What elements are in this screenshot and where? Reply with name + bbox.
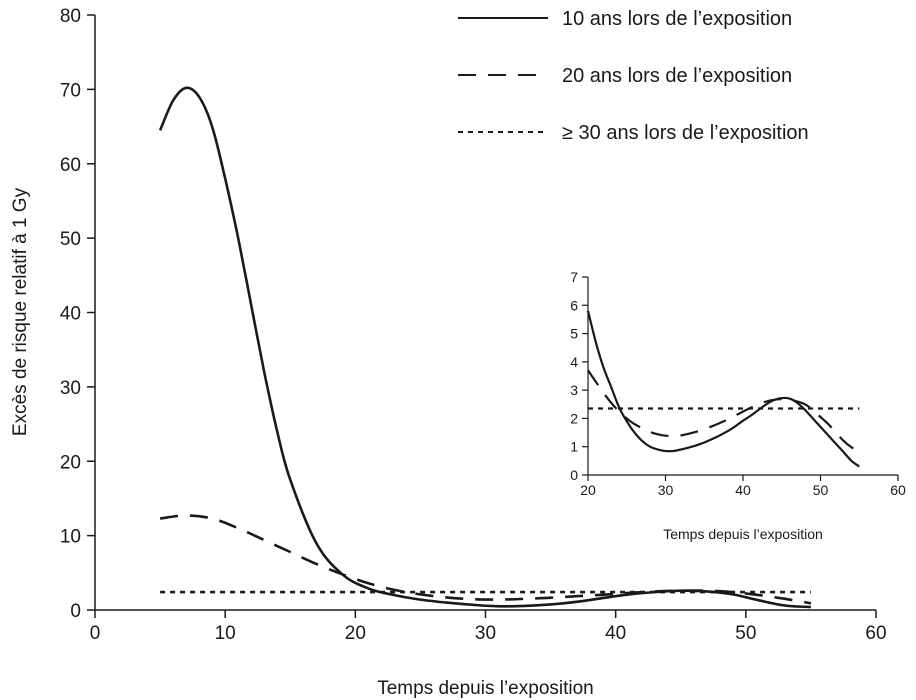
inset-x-tick-label: 40	[735, 482, 751, 498]
inset-y-tick-label: 4	[570, 354, 578, 370]
main-y-axis-label: Excès de risque relatif à 1 Gy	[10, 187, 31, 436]
legend-item-dotted: ≥ 30 ans lors de l’exposition	[458, 122, 809, 144]
legend: 10 ans lors de l’exposition 20 ans lors …	[458, 8, 809, 144]
inset-y-tick-label: 5	[570, 326, 578, 342]
inset-x-tick-label: 50	[813, 482, 829, 498]
main-x-tick-label: 20	[345, 623, 366, 644]
legend-item-solid: 10 ans lors de l’exposition	[458, 8, 792, 30]
main-y-ticks: 0 10 20 30 40 50 60 70 80	[60, 6, 95, 622]
main-y-tick-label: 70	[60, 80, 81, 101]
inset-x-tick-label: 20	[580, 482, 596, 498]
main-y-tick-label: 0	[70, 601, 81, 622]
legend-item-dashed: 20 ans lors de l’exposition	[458, 65, 792, 87]
main-x-axis-label: Temps depuis l’exposition	[377, 678, 594, 699]
main-series-group	[158, 86, 812, 609]
main-x-tick-label: 0	[90, 623, 101, 644]
inset-y-ticks: 0 1 2 3 4 5 6 7	[570, 269, 588, 483]
legend-label-dashed: 20 ans lors de l’exposition	[562, 65, 792, 87]
main-series-line-solid	[158, 86, 811, 609]
legend-label-solid: 10 ans lors de l’exposition	[562, 8, 792, 30]
inset-series-line-solid	[586, 310, 860, 468]
inset-y-tick-label: 1	[570, 439, 578, 455]
main-series-line-dashed	[159, 514, 812, 605]
main-y-tick-label: 50	[60, 229, 81, 250]
main-y-tick-label: 40	[60, 304, 81, 325]
inset-x-tick-label: 30	[658, 482, 674, 498]
inset-x-ticks: 20 30 40 50 60	[580, 475, 906, 498]
legend-label-dotted: ≥ 30 ans lors de l’exposition	[562, 122, 809, 144]
main-y-tick-label: 30	[60, 378, 81, 399]
main-y-tick-label: 20	[60, 452, 81, 473]
inset-x-axis-label: Temps depuis l’exposition	[663, 526, 823, 542]
inset-series-line-dashed	[587, 369, 860, 452]
inset-y-tick-label: 2	[570, 410, 578, 426]
inset-y-tick-label: 6	[570, 297, 578, 313]
main-y-tick-label: 80	[60, 6, 81, 27]
inset-panel: 20 30 40 50 60 0 1 2 3 4 5 6 7 Temps depuis l’expos…	[570, 269, 906, 542]
main-y-tick-label: 60	[60, 155, 81, 176]
main-x-tick-label: 10	[215, 623, 236, 644]
inset-series-group	[586, 310, 860, 468]
inset-y-tick-label: 0	[570, 467, 578, 483]
inset-y-tick-label: 7	[570, 269, 578, 285]
main-x-tick-label: 30	[475, 623, 496, 644]
inset-x-tick-label: 60	[890, 482, 906, 498]
main-x-tick-label: 40	[605, 623, 626, 644]
inset-y-tick-label: 3	[570, 382, 578, 398]
main-x-ticks: 0 10 20 30 40 50 60	[90, 610, 887, 644]
main-x-tick-label: 60	[865, 623, 886, 644]
main-x-tick-label: 50	[735, 623, 756, 644]
main-y-tick-label: 10	[60, 527, 81, 548]
